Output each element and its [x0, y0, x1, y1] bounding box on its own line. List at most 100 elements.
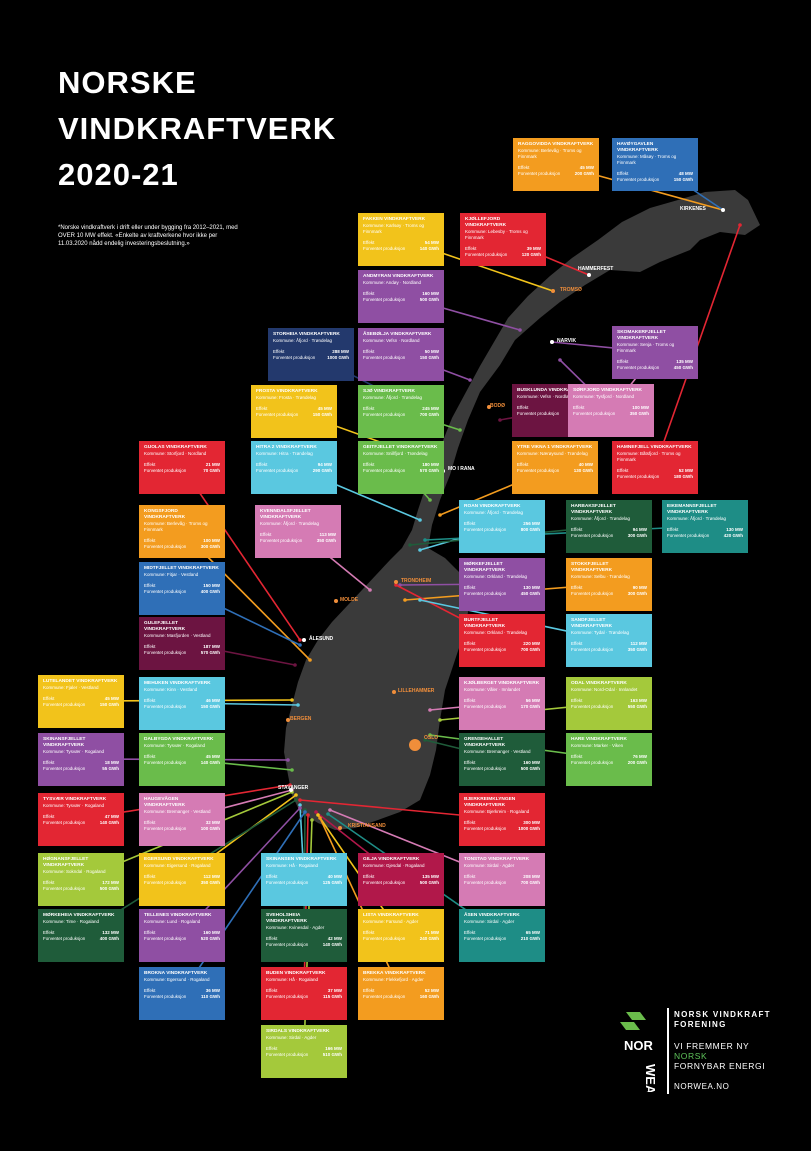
effect-row: Effekt 163 MW [571, 698, 647, 704]
production-label: Forventet produksjon [571, 647, 614, 652]
production-row: Forventet produksjon 700 GWh [363, 412, 439, 418]
windfarm-card: DALBYGDA VINDKRAFTVERK Kommune: Tysvær · … [139, 733, 225, 786]
windfarm-location-dot [458, 428, 462, 432]
production-label: Forventet produksjon [266, 1052, 309, 1057]
windfarm-name: HITRA 2 VINDKRAFTVERK [256, 445, 317, 450]
place-label: TRONDHEIM [401, 578, 432, 584]
production-label: Forventet produksjon [464, 766, 507, 771]
windfarm-location-dot [558, 358, 562, 362]
production-row: Forventet produksjon 400 GWh [144, 589, 220, 595]
windfarm-location-dot [368, 588, 372, 592]
production-row: Forventet produksjon 140 GWh [363, 246, 439, 252]
windfarm-location-dot [310, 818, 314, 822]
production-value: 115 GWh [322, 994, 342, 999]
windfarm-location-dot [468, 378, 472, 382]
windfarm-location-dot [316, 813, 320, 817]
windfarm-name: BJERKREIMKLYNGEN VINDKRAFTVERK [464, 797, 516, 808]
production-row: Forventet produksjon 520 GWh [144, 936, 220, 942]
production-value: 300 GWh [200, 544, 220, 549]
production-row: Forventet produksjon 570 GWh [144, 650, 220, 656]
production-row: Forventet produksjon 140 GWh [144, 760, 220, 766]
production-value: 500 GWh [520, 766, 540, 771]
windfarm-card: MØRKEHEIA VINDKRAFTVERK Kommune: Time · R… [38, 909, 124, 962]
production-label: Forventet produksjon [363, 880, 406, 885]
production-value: 700 GWh [520, 647, 540, 652]
hammerfest-dot [587, 273, 591, 277]
effect-value: 52 MW [424, 988, 439, 993]
windfarm-municipality: Kommune: Andøy · Nordland [363, 280, 422, 285]
production-label: Forventet produksjon [43, 936, 86, 941]
windfarm-municipality: Kommune: Bjerkreim · Rogaland [464, 809, 530, 814]
effect-label: Effekt [573, 405, 585, 410]
production-value: 800 GWh [520, 527, 540, 532]
place-label: KIRKENES [680, 206, 706, 212]
effect-label: Effekt [571, 527, 583, 532]
windfarm-card: SJØ VINDKRAFTVERK Kommune: Åfjord · Trønd… [358, 385, 444, 438]
effect-label: Effekt [363, 406, 375, 411]
windfarm-card: YTRE VIKNA 1 VINDKRAFTVERK Kommune: Nærøy… [512, 441, 598, 494]
effect-value: 56 MW [525, 698, 540, 703]
production-label: Forventet produksjon [363, 355, 406, 360]
effect-row: Effekt 130 MW [464, 585, 540, 591]
windfarm-card: ÅSEN VINDKRAFTVERK Kommune: Sirdal · Agde… [459, 909, 545, 962]
windfarm-location-dot [286, 758, 290, 762]
place-label: BODØ [490, 403, 505, 409]
windfarm-card: HARBAKSFJELLET VINDKRAFTVERK Kommune: Åfj… [566, 500, 652, 553]
windfarm-municipality: Kommune: Nærøysund · Trøndelag [517, 451, 588, 456]
windfarm-name: GILJA VINDKRAFTVERK [363, 857, 420, 862]
windfarm-location-dot [326, 812, 330, 816]
windfarm-municipality: Kommune: Vefsn · Nordland [517, 394, 574, 399]
windfarm-municipality: Kommune: Fjaler · Vestland [43, 685, 99, 690]
effect-value: 172 MW [102, 880, 119, 885]
effect-row: Effekt 100 MW [573, 405, 649, 411]
effect-row: Effekt 245 MW [363, 406, 439, 412]
windfarm-name: KONGSFJORD VINDKRAFTVERK [144, 509, 186, 520]
windfarm-municipality: Kommune: Nord-Odal · Innlandet [571, 687, 638, 692]
production-row: Forventet produksjon 200 GWh [571, 760, 647, 766]
windfarm-card: HITRA 2 VINDKRAFTVERK Kommune: Hitra · Tr… [251, 441, 337, 494]
effect-row: Effekt 160 MW [464, 760, 540, 766]
production-label: Forventet produksjon [617, 177, 660, 182]
production-value: 350 GWh [316, 538, 336, 543]
windfarm-card: BREKKA VINDKRAFTVERK Kommune: Flekkefjord… [358, 967, 444, 1020]
production-value: 400 GWh [99, 936, 119, 941]
effect-row: Effekt 65 MW [464, 930, 540, 936]
effect-label: Effekt [571, 698, 583, 703]
production-value: 400 GWh [200, 589, 220, 594]
place-label: STAVANGER [278, 785, 309, 791]
windfarm-municipality: Kommune: Bremanger · Vestland [144, 809, 211, 814]
effect-row: Effekt 130 MW [667, 527, 743, 533]
production-value: 300 GWh [627, 591, 647, 596]
windfarm-name: STORHEIA VINDKRAFTVERK [273, 332, 340, 337]
windfarm-location-dot [290, 768, 294, 772]
production-label: Forventet produksjon [144, 760, 187, 765]
kristiansand-dot [338, 826, 342, 830]
production-value: 125 GWh [322, 880, 342, 885]
effect-value: 130 MW [523, 585, 540, 590]
effect-value: 54 MW [424, 240, 439, 245]
effect-value: 187 MW [203, 644, 220, 649]
production-row: Forventet produksjon 210 GWh [464, 936, 540, 942]
windfarm-name: TELLENES VINDKRAFTVERK [144, 913, 212, 918]
production-value: 180 GWh [673, 474, 693, 479]
effect-label: Effekt [266, 874, 278, 879]
windfarm-location-dot [394, 583, 398, 587]
production-label: Forventet produksjon [363, 297, 406, 302]
production-label: Forventet produksjon [144, 589, 187, 594]
production-row: Forventet produksjon 450 GWh [617, 365, 693, 371]
effect-row: Effekt 160 MW [144, 930, 220, 936]
windfarm-name: STOKKFJELLET VINDKRAFTVERK [571, 562, 613, 573]
windfarm-municipality: Kommune: Vefsn · Nordland [363, 338, 420, 343]
effect-row: Effekt 48 MW [617, 171, 693, 177]
production-label: Forventet produksjon [144, 880, 187, 885]
oslo-dot [409, 739, 421, 751]
production-label: Forventet produksjon [571, 760, 614, 765]
windfarm-card: HARE VINDKRAFTVERK Kommune: Marker · Vike… [566, 733, 652, 786]
production-label: Forventet produksjon [617, 474, 660, 479]
norway-landmass [284, 190, 760, 830]
windfarm-location-dot [298, 803, 302, 807]
website-link[interactable]: NORWEA.NO [674, 1082, 730, 1091]
production-value: 500 GWh [99, 886, 119, 891]
production-row: Forventet produksjon 110 GWh [144, 994, 220, 1000]
production-row: Forventet produksjon 570 GWh [363, 468, 439, 474]
